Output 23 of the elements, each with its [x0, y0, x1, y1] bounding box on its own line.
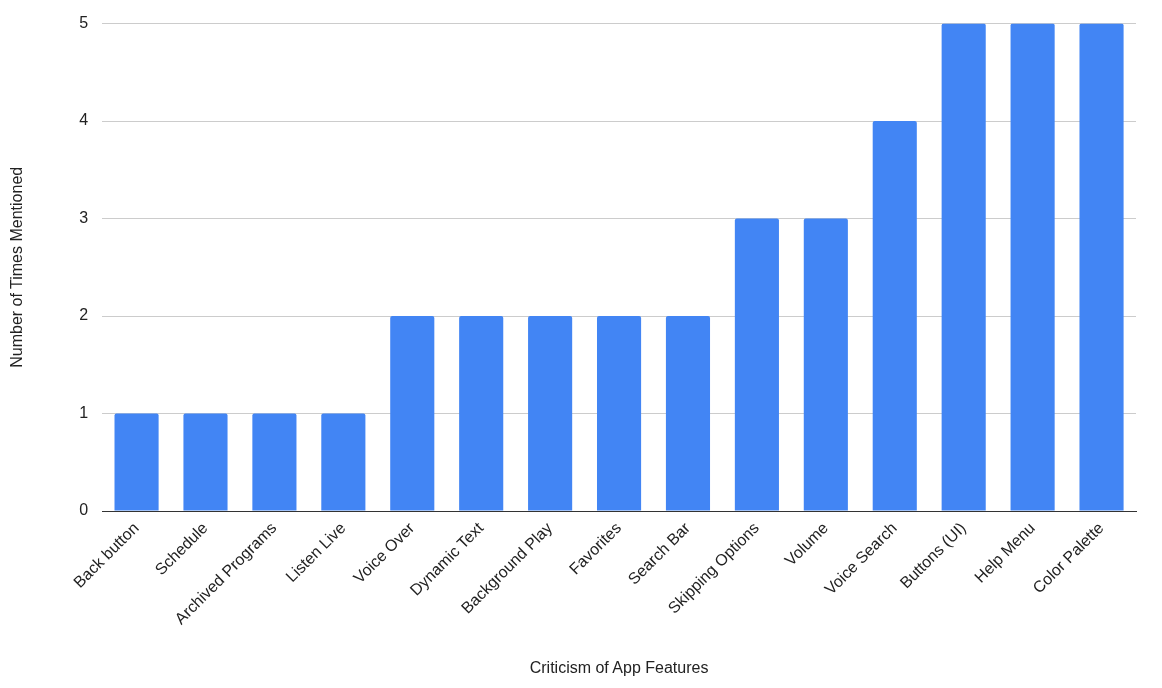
bar [252, 413, 297, 511]
bar [803, 218, 848, 511]
bar [734, 218, 779, 511]
bar [459, 316, 504, 511]
y-axis-title: Number of Times Mentioned [8, 166, 26, 368]
bar [665, 316, 711, 511]
bar [1079, 23, 1124, 511]
bar [390, 316, 435, 511]
bar [941, 23, 986, 511]
y-tick-label: 4 [79, 111, 89, 129]
y-tick-label: 5 [79, 14, 89, 32]
bar [1010, 23, 1055, 511]
bar [183, 413, 228, 511]
bar [872, 121, 917, 511]
x-axis-title: Criticism of App Features [529, 658, 709, 676]
bar [114, 413, 159, 511]
bar [596, 316, 642, 511]
bar [321, 413, 366, 511]
y-tick-label: 3 [79, 208, 89, 226]
y-tick-label: 0 [79, 501, 89, 519]
y-tick-label: 2 [79, 306, 89, 324]
bar [528, 316, 573, 511]
y-tick-label: 1 [79, 403, 89, 421]
